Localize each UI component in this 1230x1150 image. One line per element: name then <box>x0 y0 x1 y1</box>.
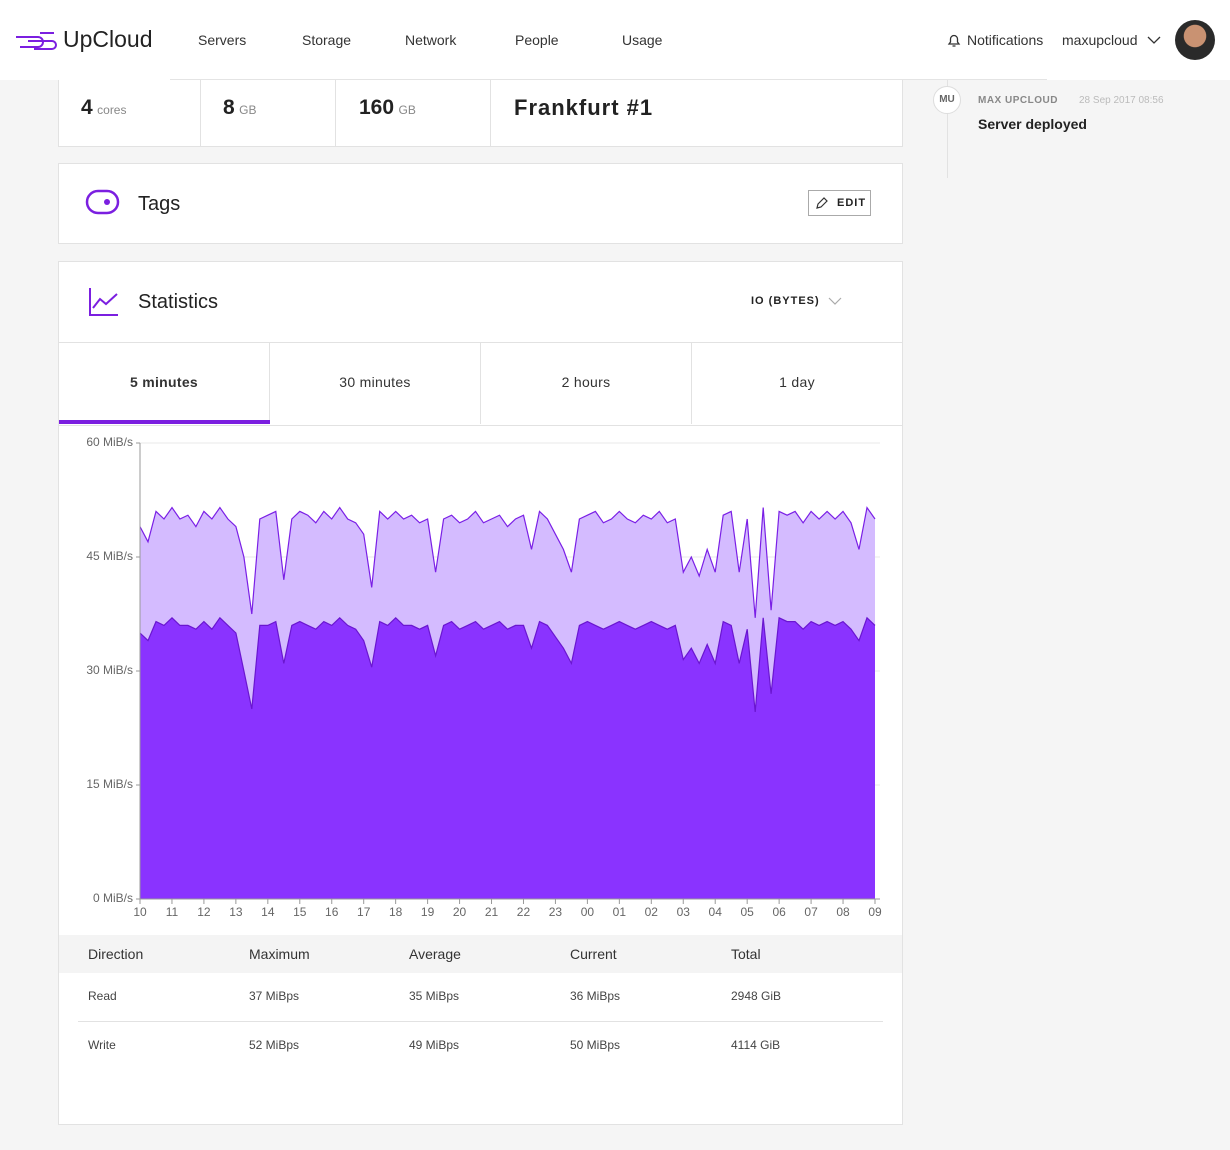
spec-value: 4 <box>81 96 93 119</box>
specs-card: 4 cores 8 GB 160 GB Frankfurt #1 <box>58 80 903 147</box>
spec-unit: cores <box>97 103 127 117</box>
cell: 36 MiBps <box>570 989 621 1003</box>
activity-date: 28 Sep 2017 08:56 <box>1079 95 1164 106</box>
divider <box>200 80 201 146</box>
metric-select[interactable]: IO (BYTES) <box>751 295 820 307</box>
spec-unit: GB <box>398 103 416 117</box>
chevron <box>1147 36 1161 44</box>
pencil-icon <box>816 197 828 209</box>
tags-card: Tags EDIT <box>58 163 903 244</box>
bell-icon <box>947 34 961 47</box>
activity-event: Server deployed <box>978 116 1087 132</box>
stats-icon <box>89 288 118 316</box>
cell: 2948 GiB <box>731 989 782 1003</box>
cell: 52 MiBps <box>249 1038 300 1052</box>
nav-link[interactable]: People <box>515 32 559 48</box>
column-header: Total <box>731 946 761 962</box>
divider <box>170 79 1047 80</box>
spec-value: 8 <box>223 96 235 119</box>
cell: 37 MiBps <box>249 989 300 1003</box>
tab[interactable]: 2 hours <box>481 343 692 424</box>
active-tab-indicator <box>59 420 270 424</box>
tab[interactable]: 30 minutes <box>270 343 481 424</box>
timeline-line <box>947 80 948 178</box>
nav-link[interactable]: Servers <box>198 32 247 48</box>
logo-icon <box>16 32 57 50</box>
section-title: Tags <box>138 193 181 215</box>
divider <box>490 80 491 146</box>
notifications[interactable]: Notifications <box>967 32 1044 48</box>
cell: 4114 GiB <box>731 1038 781 1052</box>
activity-avatar: MU <box>933 86 961 114</box>
zone: Frankfurt #1 <box>514 95 654 120</box>
spec: 4 cores <box>81 96 126 120</box>
logo-text[interactable]: UpCloud <box>63 26 153 52</box>
tab[interactable]: 1 day <box>779 374 815 390</box>
column-header: Average <box>409 946 461 962</box>
top-bar: UpCloud Servers Storage Network People U… <box>0 0 1230 80</box>
tab-bar: 5 minutes 30 minutes 2 hours 1 day <box>59 342 902 426</box>
user-menu[interactable]: maxupcloud <box>1062 32 1138 48</box>
tab[interactable]: 5 minutes <box>59 343 270 424</box>
spec-unit: GB <box>239 103 257 117</box>
spec: 160 GB <box>359 96 416 120</box>
column-header: Direction <box>88 946 144 962</box>
column-header: Maximum <box>249 946 310 962</box>
avatar[interactable] <box>1175 20 1215 60</box>
cell: Read <box>88 989 117 1003</box>
edit-button[interactable]: EDIT <box>808 190 871 216</box>
cell: 35 MiBps <box>409 989 460 1003</box>
spec-value: 160 <box>359 96 395 119</box>
row-divider <box>78 1021 883 1022</box>
cell: 50 MiBps <box>570 1038 621 1052</box>
activity-user: MAX UPCLOUD <box>978 95 1058 106</box>
table-header <box>59 935 902 973</box>
nav-link[interactable]: Network <box>405 32 457 48</box>
section-title: Statistics <box>138 291 219 313</box>
divider <box>335 80 336 146</box>
nav-link[interactable]: Usage <box>622 32 663 48</box>
nav-link[interactable]: Storage <box>302 32 352 48</box>
cell: Write <box>88 1038 116 1052</box>
column-header: Current <box>570 946 617 962</box>
tags-icon <box>85 189 120 215</box>
cell: 49 MiBps <box>409 1038 460 1052</box>
chevron <box>828 297 842 305</box>
button-label: EDIT <box>837 197 867 209</box>
spec: 8 GB <box>223 96 256 120</box>
